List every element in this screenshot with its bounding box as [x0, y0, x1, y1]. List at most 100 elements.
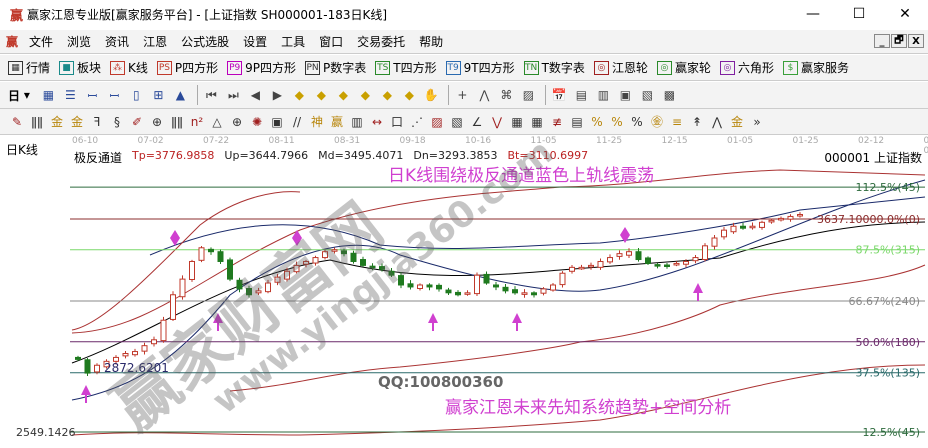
gold-circle-icon[interactable]: ㊎ [648, 113, 666, 130]
mdi-minimize-button[interactable]: _ [874, 34, 890, 48]
calendar-icon[interactable]: 📅 [550, 88, 569, 102]
menu-item[interactable]: 交易委托 [357, 33, 405, 50]
print-icon[interactable]: ▩ [660, 88, 679, 102]
diamond-in-icon[interactable]: ◆ [356, 88, 375, 102]
gold3-icon[interactable]: 金 [728, 113, 746, 130]
mdi-restore-button[interactable]: 🗗 [891, 34, 907, 48]
prev-icon[interactable]: ◀ [246, 88, 265, 102]
fan2-icon[interactable]: ⋰ [408, 115, 426, 129]
arrow-icon[interactable]: ↟ [688, 115, 706, 129]
crosshair-icon[interactable]: + [453, 88, 472, 102]
star-icon[interactable]: ✺ [248, 115, 266, 129]
toolbar-button[interactable]: ◎六角形 [720, 59, 774, 76]
draw-icon[interactable]: ✐ [128, 115, 146, 129]
diamond-left-icon[interactable]: ◆ [290, 88, 309, 102]
calculator-icon[interactable]: ▤ [572, 88, 591, 102]
toolbar-icon: ⁂ [110, 61, 125, 75]
grid-icon[interactable]: ǁǁ [28, 115, 46, 129]
f-line-icon[interactable]: ꟻ [88, 115, 106, 129]
grid2-icon[interactable]: ▦ [508, 115, 526, 129]
chart-type-icon[interactable]: ▦ [39, 88, 58, 102]
maximize-button[interactable]: ☐ [836, 0, 882, 28]
spiral-icon[interactable]: § [108, 115, 126, 129]
circle-icon[interactable]: ⊕ [148, 115, 166, 129]
menu-item[interactable]: 公式选股 [181, 33, 229, 50]
menu-item[interactable]: 设置 [243, 33, 267, 50]
toolbar-button[interactable]: ◎赢家轮 [657, 59, 711, 76]
lines3-icon[interactable]: ≢ [548, 115, 566, 129]
toolbar-button[interactable]: ◎江恩轮 [594, 59, 648, 76]
pct-line-icon[interactable]: % [588, 115, 606, 129]
box3-icon[interactable]: ▧ [448, 115, 466, 129]
parallel-icon[interactable]: // [288, 115, 306, 129]
percent-icon[interactable]: % [608, 115, 626, 129]
mdi-close-button[interactable]: X [908, 34, 924, 48]
menu-item[interactable]: 资讯 [105, 33, 129, 50]
first-icon[interactable]: ⏮ [202, 88, 221, 103]
target-icon[interactable]: ⊕ [228, 115, 246, 129]
gann-icon[interactable]: ▨ [519, 88, 538, 102]
ma3-icon[interactable]: ꟷ [83, 87, 102, 104]
report-icon[interactable]: ▥ [594, 88, 613, 102]
menu-item[interactable]: 帮助 [419, 33, 443, 50]
wave2-icon[interactable]: ⋀ [708, 115, 726, 129]
minimize-button[interactable]: — [790, 0, 836, 28]
ying-icon[interactable]: 赢 [328, 113, 346, 130]
toolbar-button[interactable]: ⁂K线 [110, 59, 148, 76]
triangle-icon[interactable]: △ [208, 115, 226, 129]
menu-item[interactable]: 窗口 [319, 33, 343, 50]
box-icon[interactable]: 口 [388, 113, 406, 130]
candle [570, 265, 575, 274]
toolbar-button[interactable]: $赢家服务 [783, 59, 849, 76]
angle-icon[interactable]: ∠ [468, 115, 486, 129]
pencil-icon[interactable]: ✎ [8, 115, 26, 129]
diamond-x-icon[interactable]: ◆ [378, 88, 397, 102]
period-select[interactable]: 日 ▾ [8, 87, 30, 104]
menu-item[interactable]: 文件 [29, 33, 53, 50]
toolbar-button[interactable]: ■板块 [59, 59, 101, 76]
menu-item[interactable]: 工具 [281, 33, 305, 50]
color-icon[interactable]: ▲ [171, 88, 190, 102]
ruler-icon[interactable]: ▥ [348, 115, 366, 129]
divine-icon[interactable]: 神 [308, 113, 326, 130]
n2-icon[interactable]: n² [188, 115, 206, 129]
grid3-icon[interactable]: ▦ [528, 115, 546, 129]
menu-item[interactable]: 浏览 [67, 33, 91, 50]
gold1-icon[interactable]: 金 [48, 113, 66, 130]
menu-item[interactable]: 江恩 [143, 33, 167, 50]
lines-icon[interactable]: ǁǁ [168, 115, 186, 129]
diamond-ud-icon[interactable]: ◆ [400, 88, 419, 102]
wave-icon[interactable]: ⋁ [488, 115, 506, 129]
bar-type-icon[interactable]: ▯ [127, 88, 146, 102]
last-icon[interactable]: ⏭ [224, 88, 243, 103]
table-icon[interactable]: ▤ [568, 115, 586, 129]
square-icon[interactable]: ▣ [268, 115, 286, 129]
ma9-icon[interactable]: ꟷ [105, 87, 124, 104]
box2-icon[interactable]: ▨ [428, 115, 446, 129]
measure-icon[interactable]: ↔ [368, 115, 386, 129]
hand-icon[interactable]: ✋ [422, 88, 441, 102]
toolbar-button[interactable]: ▦行情 [8, 59, 50, 76]
export-icon[interactable]: ▧ [638, 88, 657, 102]
gold2-icon[interactable]: 金 [68, 113, 86, 130]
close-button[interactable]: ✕ [882, 0, 928, 28]
next-icon[interactable]: ▶ [268, 88, 287, 102]
text-note-icon[interactable]: ☰ [61, 88, 80, 102]
diamond-up-icon[interactable]: ◆ [312, 88, 331, 102]
save-icon[interactable]: ▣ [616, 88, 635, 102]
pct2-icon[interactable]: % [628, 115, 646, 129]
level-label: 112.5%(45) [855, 181, 920, 194]
more-icon[interactable]: » [748, 115, 766, 129]
zoom-icon[interactable]: ⊞ [149, 88, 168, 102]
fan-icon[interactable]: ⌘ [497, 88, 516, 102]
diamond-lr-icon[interactable]: ◆ [334, 88, 353, 102]
gold-lines-icon[interactable]: ≡ [668, 115, 686, 129]
line-icon[interactable]: ⋀ [475, 88, 494, 102]
